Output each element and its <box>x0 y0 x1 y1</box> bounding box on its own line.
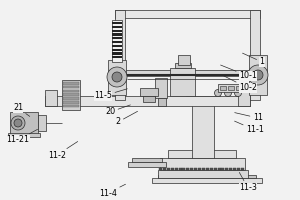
Text: 11-1: 11-1 <box>235 121 264 134</box>
Bar <box>178 55 190 65</box>
Bar <box>236 86 242 90</box>
Bar <box>115 10 260 18</box>
Bar <box>115 10 125 100</box>
Text: 1: 1 <box>242 53 265 66</box>
Bar <box>175 168 178 170</box>
Circle shape <box>14 119 22 127</box>
Bar <box>170 68 195 96</box>
Circle shape <box>11 116 25 130</box>
Bar <box>112 41 122 43</box>
Bar <box>249 55 267 95</box>
Bar <box>160 158 245 170</box>
Bar <box>228 86 234 90</box>
Bar <box>210 168 213 170</box>
Text: 10-2: 10-2 <box>223 75 257 92</box>
Bar <box>8 133 40 137</box>
Bar <box>233 168 236 170</box>
Bar <box>63 105 79 107</box>
Text: 11-3: 11-3 <box>239 172 257 192</box>
Text: 20: 20 <box>105 105 130 116</box>
Text: 21: 21 <box>13 104 30 116</box>
Bar <box>132 158 162 162</box>
Bar <box>115 70 260 76</box>
Text: 10-1: 10-1 <box>220 65 257 80</box>
Bar <box>158 98 166 106</box>
Bar <box>192 100 214 158</box>
Bar <box>220 86 226 90</box>
Bar <box>143 96 155 102</box>
Bar <box>182 168 185 170</box>
Bar <box>45 96 250 106</box>
Bar <box>63 97 79 100</box>
Bar <box>112 30 122 32</box>
Bar <box>45 90 57 106</box>
Text: 11-21: 11-21 <box>7 129 38 144</box>
Bar <box>112 56 122 58</box>
Bar <box>198 168 201 170</box>
Bar <box>112 33 122 36</box>
Bar <box>225 168 228 170</box>
Bar <box>63 86 79 88</box>
Bar <box>175 63 191 68</box>
Bar <box>237 168 240 170</box>
Circle shape <box>235 90 242 97</box>
Bar <box>186 168 189 170</box>
Bar <box>63 93 79 96</box>
Bar <box>194 168 197 170</box>
Bar <box>186 96 220 104</box>
Bar <box>158 170 248 178</box>
Bar <box>10 112 38 134</box>
Bar <box>168 150 236 158</box>
Bar <box>250 10 260 100</box>
Bar <box>112 26 122 28</box>
Text: 11-5: 11-5 <box>94 89 127 100</box>
Text: 11: 11 <box>235 113 263 122</box>
Bar <box>108 60 126 95</box>
Bar <box>62 80 80 110</box>
Bar <box>163 168 166 170</box>
Bar <box>202 168 205 170</box>
Bar <box>206 168 209 170</box>
Circle shape <box>112 72 122 82</box>
Circle shape <box>224 90 232 97</box>
Text: 11-4: 11-4 <box>99 184 125 198</box>
Bar <box>38 115 46 131</box>
Text: 2: 2 <box>116 111 138 127</box>
Bar <box>112 45 122 47</box>
Bar <box>158 175 256 178</box>
Bar <box>218 84 246 92</box>
Bar <box>112 22 122 24</box>
Bar <box>238 90 250 106</box>
Circle shape <box>107 67 127 87</box>
Bar <box>63 101 79 104</box>
Bar <box>152 178 262 183</box>
Bar <box>218 168 220 170</box>
Bar <box>190 168 193 170</box>
Bar <box>241 168 244 170</box>
Bar <box>159 168 162 170</box>
Circle shape <box>253 70 263 80</box>
Bar <box>112 52 122 55</box>
Circle shape <box>214 90 221 97</box>
Bar <box>63 90 79 92</box>
Bar <box>178 168 182 170</box>
Bar <box>155 78 167 98</box>
Bar <box>167 168 170 170</box>
Bar <box>112 37 122 39</box>
Bar <box>171 168 174 170</box>
Bar <box>214 168 217 170</box>
Bar <box>140 88 158 96</box>
Text: 11-2: 11-2 <box>48 142 78 160</box>
Bar <box>112 20 122 62</box>
Bar <box>221 168 224 170</box>
Bar <box>63 82 79 84</box>
Bar <box>112 49 122 51</box>
Bar <box>128 162 166 167</box>
Bar <box>229 168 232 170</box>
Circle shape <box>248 65 268 85</box>
